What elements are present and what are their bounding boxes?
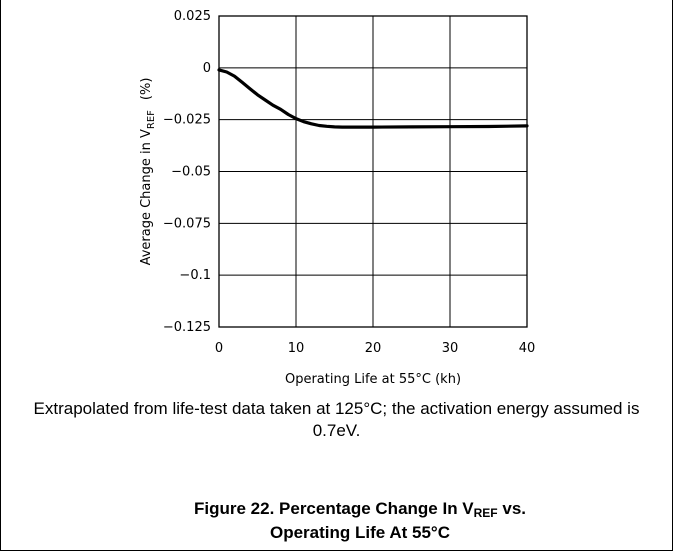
- y-axis-title-unit: (%): [139, 78, 154, 101]
- x-tick-label: 10: [288, 341, 305, 356]
- caption-prefix: Figure 22. Percentage Change In V: [194, 499, 474, 518]
- y-axis-ticks: 0.025 0 −0.025 −0.05 −0.075 −0.1 −0.125: [163, 9, 211, 335]
- x-tick-label: 20: [365, 341, 382, 356]
- x-axis-ticks: 0 10 20 30 40: [215, 341, 535, 356]
- x-tick-label: 0: [215, 341, 223, 356]
- y-tick-label: 0.025: [174, 9, 211, 24]
- y-axis-title: Average Change in VREF (%): [139, 78, 157, 266]
- x-tick-label: 40: [519, 341, 536, 356]
- y-tick-label: −0.075: [163, 216, 211, 231]
- chart: 0.025 0 −0.025 −0.05 −0.075 −0.1 −0.125 0 10 20 3…: [139, 9, 535, 387]
- caption-suffix: vs.: [497, 499, 526, 518]
- chart-note: Extrapolated from life-test data taken a…: [33, 399, 640, 440]
- y-tick-label: −0.025: [163, 113, 211, 128]
- x-axis-title: Operating Life at 55°C (kh): [285, 372, 461, 387]
- grid: [219, 16, 527, 327]
- y-tick-label: 0: [203, 61, 211, 76]
- caption-subscript: REF: [473, 506, 498, 520]
- x-tick-label: 30: [442, 341, 459, 356]
- y-tick-label: −0.05: [171, 165, 211, 180]
- plot-area-border: [218, 15, 528, 328]
- y-tick-label: −0.1: [179, 268, 211, 283]
- figure-caption: Figure 22. Percentage Change In VREF vs.…: [150, 497, 570, 545]
- caption-line-2: Operating Life At 55°C: [270, 523, 450, 542]
- y-tick-label: −0.125: [163, 320, 211, 335]
- y-axis-title-main: Average Change in V: [139, 129, 154, 265]
- caption-line-1: Figure 22. Percentage Change In VREF vs.: [150, 497, 570, 521]
- series-line: [217, 68, 529, 129]
- y-axis-title-sub: REF: [146, 110, 157, 129]
